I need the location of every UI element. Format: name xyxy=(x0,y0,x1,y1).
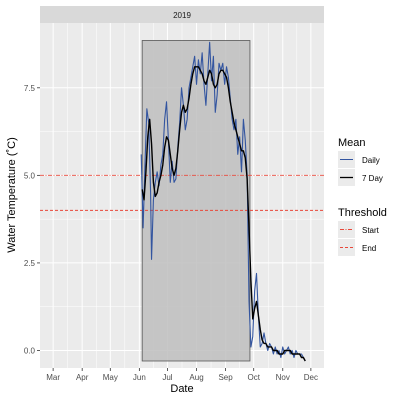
x-tick-label: Jul xyxy=(162,373,172,382)
x-tick-label: Sep xyxy=(218,373,233,382)
x-tick-label: Mar xyxy=(46,373,60,382)
legend-label-end: End xyxy=(362,244,376,253)
x-tick-label: Dec xyxy=(304,373,318,382)
legend-label-daily: Daily xyxy=(362,156,380,165)
y-tick-label: 0.0 xyxy=(24,346,36,355)
season-box xyxy=(141,40,251,362)
legend-label-7day: 7 Day xyxy=(362,174,383,183)
legend-mean: Mean Daily 7 Day xyxy=(338,137,383,186)
x-tick-label: Nov xyxy=(276,373,290,382)
x-axis-ticks: Mar Apr May Jun Jul Aug Sep Oct Nov Dec xyxy=(46,368,318,382)
x-tick-label: Jun xyxy=(133,373,146,382)
y-tick-label: 5.0 xyxy=(24,171,36,180)
x-axis-title: Date xyxy=(170,383,193,395)
facet-strip xyxy=(40,6,324,23)
y-axis-ticks: 0.0 2.5 5.0 7.5 xyxy=(24,84,40,355)
facet-label: 2019 xyxy=(173,11,191,20)
y-tick-label: 7.5 xyxy=(24,84,36,93)
y-tick-label: 2.5 xyxy=(24,259,36,268)
series-line-7-day xyxy=(141,66,306,362)
x-tick-label: Apr xyxy=(76,373,89,382)
x-tick-label: Aug xyxy=(189,373,203,382)
legend-mean-title: Mean xyxy=(338,137,366,149)
legend-threshold-title: Threshold xyxy=(338,207,387,219)
threshold-lines xyxy=(40,174,324,211)
x-tick-label: May xyxy=(103,373,118,382)
x-tick-label: Oct xyxy=(247,373,260,382)
legend-label-start: Start xyxy=(362,226,380,235)
series-lines xyxy=(140,41,306,362)
legend-threshold: Threshold Start End xyxy=(338,207,387,256)
y-axis-title: Water Temperature (˚C) xyxy=(6,137,18,253)
season-box-layer xyxy=(141,40,251,362)
